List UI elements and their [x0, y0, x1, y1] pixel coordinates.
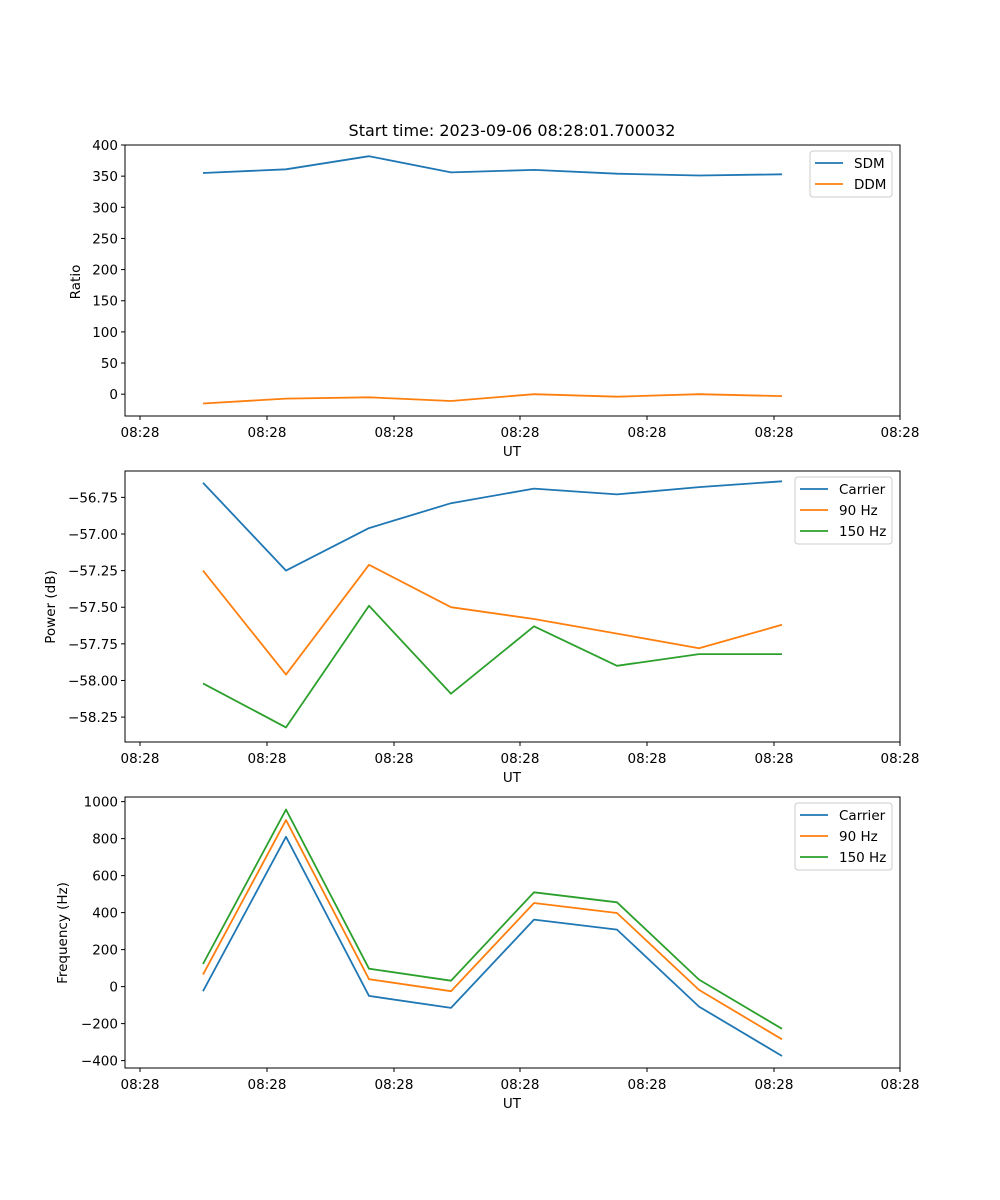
y-tick-label: −400 [81, 1054, 118, 1070]
x-tick-label: 08:28 [375, 1077, 414, 1093]
x-tick-label: 08:28 [628, 425, 667, 441]
plot-frame [124, 470, 901, 743]
series-line-90-hz [202, 563, 783, 676]
chart-title: Start time: 2023-09-06 08:28:01.700032 [349, 121, 676, 140]
legend-label: 90 Hz [839, 829, 878, 845]
plot-frame [124, 144, 901, 417]
legend: Carrier 90 Hz 150 Hz [794, 802, 893, 871]
series-line-carrier [202, 480, 783, 572]
y-tick-label: −200 [81, 1017, 118, 1033]
series-line-ddm [202, 393, 783, 405]
legend-label: DDM [854, 177, 886, 193]
series-line-150-hz [202, 808, 783, 1030]
legend: SDM DDM [809, 150, 893, 198]
y-tick-label: 0 [109, 387, 118, 403]
series-line-90-hz [202, 819, 783, 1041]
power-panel: UT Power (dB) −58.25 −58.00 −57.75 −57.50 −5… [43, 470, 920, 786]
x-tick-label: 08:28 [881, 751, 920, 767]
y-tick-label: 400 [92, 906, 118, 922]
x-tick-label: 08:28 [755, 1077, 794, 1093]
series-line-carrier [202, 835, 783, 1057]
legend-label: Carrier [839, 482, 886, 498]
y-tick-label: 300 [92, 200, 118, 216]
frequency-panel: UT Frequency (Hz) −400 −200 0 200 400 600 800 1… [55, 795, 919, 1112]
x-tick-label: 08:28 [121, 425, 160, 441]
y-tick-label: 50 [101, 356, 118, 372]
y-tick-label: 200 [92, 943, 118, 959]
legend-label: 150 Hz [839, 524, 886, 540]
x-tick-label: 08:28 [881, 1077, 920, 1093]
y-tick-label: −57.50 [68, 600, 118, 616]
plot-frame [124, 796, 901, 1069]
y-tick-label: 350 [92, 169, 118, 185]
x-tick-label: 08:28 [628, 1077, 667, 1093]
x-tick-label: 08:28 [755, 425, 794, 441]
y-tick-label: 800 [92, 832, 118, 848]
series-line-sdm [202, 155, 783, 177]
x-tick-label: 08:28 [121, 751, 160, 767]
legend-label: 150 Hz [839, 850, 886, 866]
y-tick-label: −57.25 [68, 564, 118, 580]
x-tick-label: 08:28 [248, 751, 287, 767]
x-tick-label: 08:28 [121, 1077, 160, 1093]
y-tick-label: −58.25 [68, 710, 118, 726]
x-tick-label: 08:28 [628, 751, 667, 767]
y-tick-label: −57.75 [68, 637, 118, 653]
y-tick-label: 200 [92, 263, 118, 279]
legend: Carrier 90 Hz 150 Hz [794, 476, 893, 545]
y-tick-label: −58.00 [68, 673, 118, 689]
x-tick-label: 08:28 [248, 425, 287, 441]
ratio-panel: Start time: 2023-09-06 08:28:01.700032 U… [68, 121, 919, 460]
series-line-150-hz [202, 604, 782, 729]
x-axis-label: UT [503, 770, 522, 786]
y-tick-label: 150 [92, 294, 118, 310]
y-axis-label: Power (dB) [43, 570, 59, 643]
legend-box [794, 476, 893, 545]
legend-label: 90 Hz [839, 503, 878, 519]
x-axis-label: UT [503, 1096, 522, 1112]
x-tick-label: 08:28 [501, 1077, 540, 1093]
y-tick-label: 0 [109, 980, 118, 996]
x-tick-label: 08:28 [881, 425, 920, 441]
y-tick-label: −56.75 [68, 490, 118, 506]
y-axis-label: Frequency (Hz) [55, 882, 71, 984]
x-tick-label: 08:28 [501, 751, 540, 767]
legend-box [794, 802, 893, 871]
y-tick-label: 250 [92, 231, 118, 247]
y-tick-label: −57.00 [68, 527, 118, 543]
x-tick-label: 08:28 [375, 751, 414, 767]
x-tick-label: 08:28 [755, 751, 794, 767]
x-axis-label: UT [503, 444, 522, 460]
x-tick-label: 08:28 [375, 425, 414, 441]
y-tick-label: 600 [92, 869, 118, 885]
y-axis-label: Ratio [68, 265, 84, 300]
legend-label: Carrier [839, 808, 886, 824]
y-tick-label: 100 [92, 325, 118, 341]
x-tick-label: 08:28 [501, 425, 540, 441]
legend-label: SDM [854, 156, 885, 172]
y-tick-label: 400 [92, 138, 118, 154]
y-tick-label: 1000 [84, 795, 118, 811]
x-tick-label: 08:28 [248, 1077, 287, 1093]
